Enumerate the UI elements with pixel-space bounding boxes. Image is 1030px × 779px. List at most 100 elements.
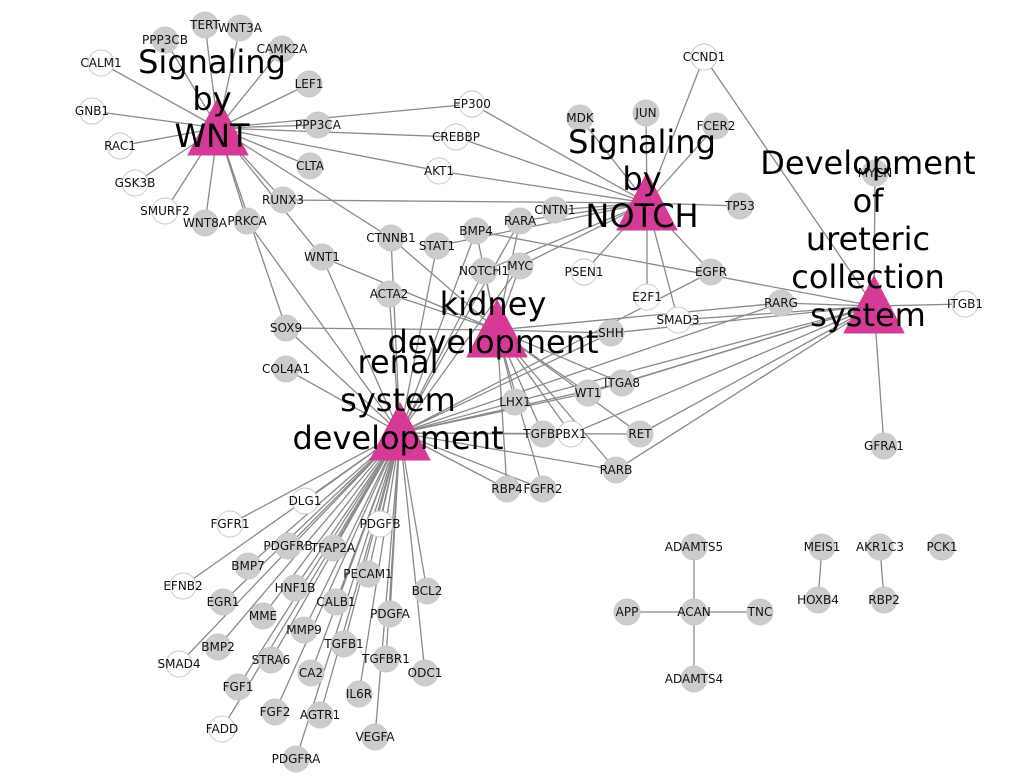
gene-node-jun[interactable]: [632, 99, 660, 127]
gene-node-ctnnb1[interactable]: [377, 224, 405, 252]
gene-node-gnb1[interactable]: [78, 97, 106, 125]
gene-node-ccnd1[interactable]: [690, 43, 718, 71]
hub-triangle-ureteric[interactable]: [843, 274, 905, 334]
gene-node-tfap2a[interactable]: [319, 534, 347, 562]
gene-node-mdk[interactable]: [566, 104, 594, 132]
gene-node-rac1[interactable]: [106, 132, 134, 160]
gene-node-lhx1[interactable]: [501, 388, 529, 416]
gene-node-notch1[interactable]: [470, 257, 498, 285]
gene-label-tp53: TP53: [724, 199, 755, 213]
gene-node-wnt8a[interactable]: [191, 209, 219, 237]
gene-node-odc1[interactable]: [411, 659, 439, 687]
gene-node-col4a1[interactable]: [272, 355, 300, 383]
gene-node-e2f1[interactable]: [633, 283, 661, 311]
gene-node-fgfr1[interactable]: [216, 510, 244, 538]
gene-node-ppp3ca[interactable]: [304, 111, 332, 139]
gene-node-adamts4[interactable]: [680, 665, 708, 693]
gene-node-mme[interactable]: [249, 602, 277, 630]
gene-node-psen1[interactable]: [570, 258, 598, 286]
gene-node-meis1[interactable]: [808, 533, 836, 561]
gene-node-smurf2[interactable]: [151, 197, 179, 225]
gene-node-tgfbr1[interactable]: [372, 645, 400, 673]
gene-node-akr1c3[interactable]: [866, 533, 894, 561]
gene-node-wnt3a[interactable]: [226, 14, 254, 42]
gene-node-bmp7[interactable]: [234, 552, 262, 580]
gene-node-myc[interactable]: [506, 252, 534, 280]
gene-node-ppp3cb[interactable]: [151, 26, 179, 54]
gene-node-gsk3b[interactable]: [121, 169, 149, 197]
gene-node-egfr[interactable]: [697, 258, 725, 286]
gene-node-calm1[interactable]: [87, 49, 115, 77]
gene-node-pck1[interactable]: [928, 533, 956, 561]
gene-node-rbp2[interactable]: [870, 586, 898, 614]
gene-node-sox9[interactable]: [272, 314, 300, 342]
gene-node-tgfb1[interactable]: [330, 630, 358, 658]
gene-node-runx3[interactable]: [269, 186, 297, 214]
gene-node-tert[interactable]: [191, 11, 219, 39]
hub-triangle-notch[interactable]: [616, 171, 678, 231]
gene-node-bmp4[interactable]: [462, 217, 490, 245]
gene-node-smad4[interactable]: [165, 650, 193, 678]
gene-node-fcer2[interactable]: [702, 112, 730, 140]
gene-label-egr1: EGR1: [207, 595, 240, 609]
gene-node-lef1[interactable]: [295, 70, 323, 98]
hub-triangle-kidney[interactable]: [466, 298, 528, 358]
gene-label-wt1: WT1: [575, 386, 602, 400]
gene-node-gfra1[interactable]: [870, 432, 898, 460]
gene-node-wt1[interactable]: [574, 379, 602, 407]
gene-node-fgf2[interactable]: [261, 698, 289, 726]
gene-node-hnf1b[interactable]: [281, 574, 309, 602]
gene-node-pdgfa[interactable]: [376, 600, 404, 628]
gene-node-calb1[interactable]: [322, 588, 350, 616]
gene-node-bmp2[interactable]: [204, 633, 232, 661]
gene-node-pdgfrb[interactable]: [274, 532, 302, 560]
gene-node-itga8[interactable]: [608, 369, 636, 397]
gene-node-mycn[interactable]: [861, 159, 889, 187]
gene-node-rbp4[interactable]: [493, 475, 521, 503]
gene-node-hoxb4[interactable]: [804, 586, 832, 614]
gene-node-rarb[interactable]: [602, 456, 630, 484]
gene-node-rarg[interactable]: [767, 289, 795, 317]
gene-node-dlg1[interactable]: [291, 487, 319, 515]
gene-node-fadd[interactable]: [208, 715, 236, 743]
gene-node-smad3[interactable]: [664, 306, 692, 334]
gene-node-akt1[interactable]: [425, 157, 453, 185]
gene-node-tgfb2[interactable]: [529, 420, 557, 448]
gene-node-fgfr2[interactable]: [529, 475, 557, 503]
gene-node-cntn1[interactable]: [541, 196, 569, 224]
gene-node-fgf1[interactable]: [224, 673, 252, 701]
gene-node-crebbp[interactable]: [442, 123, 470, 151]
gene-node-il6r[interactable]: [345, 680, 373, 708]
gene-node-pdgfra[interactable]: [282, 745, 310, 773]
gene-node-pdgfb[interactable]: [366, 510, 394, 538]
gene-node-itgb1[interactable]: [951, 290, 979, 318]
gene-node-tp53[interactable]: [726, 192, 754, 220]
gene-label-bmp4: BMP4: [459, 224, 492, 238]
gene-node-agtr1[interactable]: [306, 701, 334, 729]
gene-node-egr1[interactable]: [209, 588, 237, 616]
gene-node-bcl2[interactable]: [413, 577, 441, 605]
gene-node-app[interactable]: [613, 598, 641, 626]
gene-node-vegfa[interactable]: [361, 723, 389, 751]
gene-node-stra6[interactable]: [257, 646, 285, 674]
gene-node-wnt1[interactable]: [308, 243, 336, 271]
gene-node-prkca[interactable]: [233, 207, 261, 235]
gene-node-ca2[interactable]: [297, 659, 325, 687]
gene-node-rara[interactable]: [506, 207, 534, 235]
gene-node-mmp9[interactable]: [290, 616, 318, 644]
gene-node-stat1[interactable]: [423, 232, 451, 260]
gene-node-adamts5[interactable]: [680, 533, 708, 561]
gene-node-ep300[interactable]: [458, 90, 486, 118]
gene-node-clta[interactable]: [296, 152, 324, 180]
gene-node-acta2[interactable]: [375, 280, 403, 308]
gene-node-pecam1[interactable]: [354, 560, 382, 588]
gene-node-efnb2[interactable]: [169, 572, 197, 600]
gene-node-camk2a[interactable]: [268, 35, 296, 63]
hub-triangle-renal[interactable]: [369, 401, 431, 461]
gene-node-pbx1[interactable]: [557, 420, 585, 448]
hub-triangle-wnt[interactable]: [187, 96, 249, 156]
gene-node-ret[interactable]: [626, 420, 654, 448]
gene-node-acan[interactable]: [680, 598, 708, 626]
gene-node-shh[interactable]: [597, 319, 625, 347]
gene-node-tnc[interactable]: [746, 598, 774, 626]
